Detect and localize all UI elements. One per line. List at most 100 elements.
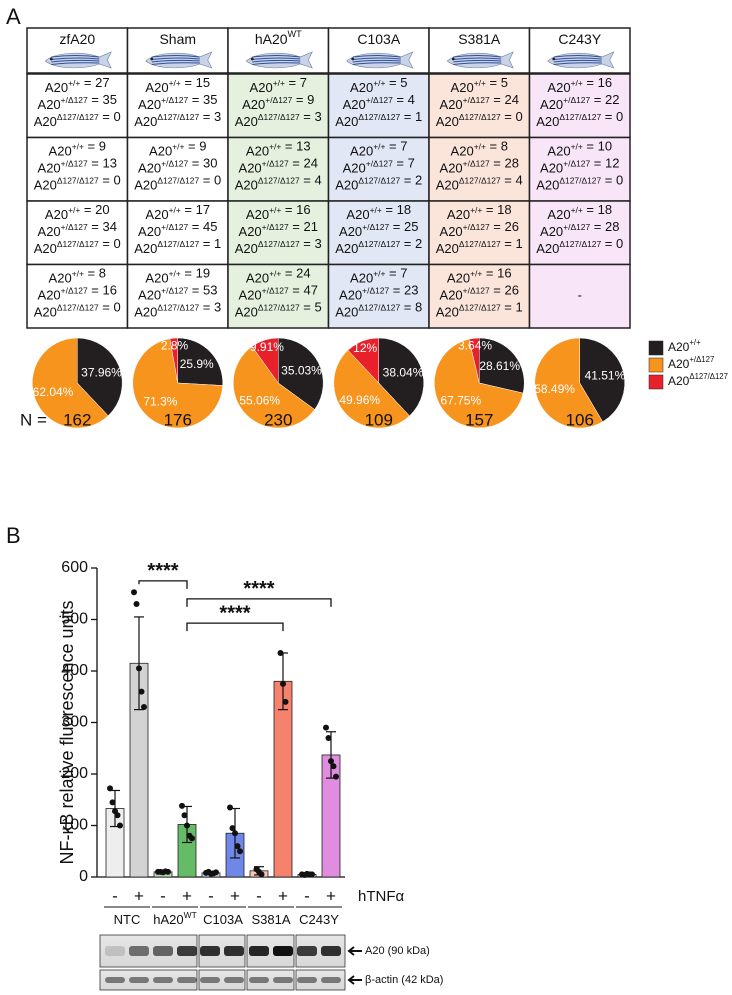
text-part: = [389,219,404,234]
genotype-count: A20+/+ = 9 [49,139,106,159]
column-header: C103A [357,31,400,47]
group-label: C243Y [299,912,339,927]
table-cell [327,73,430,139]
genotype-count: A20+/+ = 9 [149,139,206,159]
data-point [184,822,190,829]
superscript: +/Δ127 [262,159,289,169]
text-part: A20 [38,288,61,303]
data-point [258,871,265,878]
treatment-label: - [160,886,166,905]
genotype-count: A20+/+ = 16 [547,75,612,95]
pie-slice [347,337,379,384]
genotype-count: A20+/+ = 7 [350,139,407,159]
text-part: A20 [436,178,459,193]
text-part: A20 [335,114,358,129]
pie-slice [468,337,480,384]
text-part: A20 [235,178,258,193]
superscript: Δ127/Δ127 [157,239,199,249]
text-part: A20 [451,144,474,159]
superscript: +/+ [72,269,84,279]
text-part: 12 [605,156,619,171]
text-part: = [583,75,598,90]
genotype-count: A20+/+ = 8 [49,266,106,286]
text-part: = [400,109,415,124]
genotype-count: A20+/Δ127 = 28 [440,156,519,176]
text-part: = [289,156,304,171]
genotype-count: A20+/Δ127 = 53 [138,283,217,303]
text-part: 35 [103,92,117,107]
pie-slice [378,337,424,417]
text-part: = [482,266,497,281]
data-point [280,680,286,687]
text-part: = [289,283,304,298]
text-part: 4 [315,173,322,188]
panel-label: B [6,523,21,548]
text-part: A20 [34,114,57,129]
text-part: A20 [547,207,570,222]
text-part: A20 [138,161,161,176]
data-point [109,799,116,806]
pie-slice [77,337,123,417]
text-part: A20 [134,178,157,193]
superscript: WT [288,29,303,39]
text-part: 23 [404,283,418,298]
text-part: = [385,266,400,281]
n-value: 176 [164,410,192,429]
text-part: A20 [45,80,68,95]
significance-label: **** [147,560,178,582]
table-cell [428,136,531,202]
table-cell [528,263,631,329]
column-header: hA20WT [255,29,302,46]
data-point [229,825,236,832]
superscript: +/Δ127 [366,159,393,169]
genotype-count: A20Δ127/Δ127 = 0 [34,109,121,129]
superscript: +/Δ127 [689,355,714,364]
superscript: Δ127/Δ127 [459,176,501,186]
text-part: A20 [350,144,373,159]
fish-stripe [553,62,602,65]
text-part: A20 [34,305,57,320]
n-value: 230 [264,410,292,429]
text-part: 25 [404,219,418,234]
text-part: A20 [134,305,157,320]
text-part: 3 [214,300,221,315]
text-part: = [88,219,103,234]
text-part: = [281,202,296,217]
pie-slice [579,337,625,423]
superscript: +/Δ127 [161,95,188,105]
text-part: A20 [239,288,262,303]
superscript: +/+ [470,269,482,279]
superscript: Δ127/Δ127 [459,303,501,313]
superscript: Δ127/Δ127 [459,239,501,249]
pie-label: 62.04% [33,385,74,399]
table-cell [126,136,229,202]
column-header: zfA20 [59,31,95,47]
blot-band [153,977,173,983]
text-part: A20 [38,161,61,176]
legend-swatch [648,374,664,390]
genotype-count: A20Δ127/Δ127 = 3 [134,109,221,129]
text-part: 21 [304,219,318,234]
genotype-count: A20+/+ = 18 [547,202,612,222]
group-label: NTC [114,912,141,927]
superscript: WT [184,910,197,920]
superscript: +/Δ127 [61,286,88,296]
text-part: = [199,300,214,315]
fish-stripe [453,62,502,65]
text-part: S381A [458,31,501,47]
data-point [141,704,147,711]
pie-slice [278,337,324,410]
table-cell [327,200,430,266]
legend-entry: A20+/+ [668,338,701,354]
cell-text: - [578,288,582,303]
text-part: = [400,300,415,315]
text-part: hA20 [153,912,183,927]
superscript: +/+ [373,269,385,279]
table-cell [327,136,430,202]
data-point [333,773,339,780]
text-part: S381A [251,912,290,927]
genotype-count: A20+/Δ127 = 7 [343,156,415,176]
superscript: +/Δ127 [265,95,292,105]
text-part: A20 [540,97,563,112]
